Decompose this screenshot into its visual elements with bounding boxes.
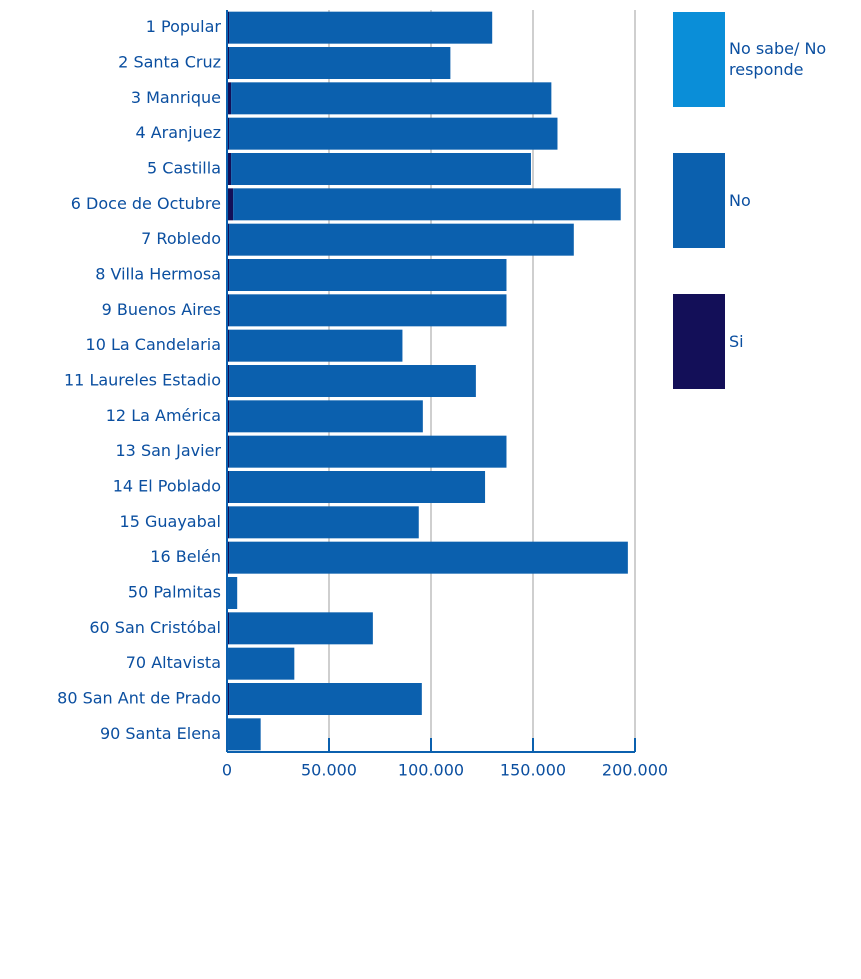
x-tick-label: 150.000: [500, 761, 566, 780]
bar-segment: [228, 647, 295, 680]
legend-label: No sabe/ No responde: [729, 39, 827, 79]
x-tick-label: 100.000: [398, 761, 464, 780]
x-tick-label: 50.000: [301, 761, 357, 780]
bar-segment: [229, 612, 373, 645]
bar-segment: [227, 223, 230, 256]
bar-segment: [227, 259, 230, 291]
bar-segment: [228, 718, 261, 751]
bar-segment: [227, 294, 230, 327]
bar-segment: [229, 259, 507, 291]
y-tick-label: 12 La América: [106, 406, 221, 425]
bar-segment: [227, 506, 230, 539]
bar-segment: [229, 117, 558, 150]
legend-label: No: [729, 190, 751, 210]
y-tick-label: 2 Santa Cruz: [118, 53, 221, 72]
y-tick-label: 4 Aranjuez: [135, 123, 221, 142]
y-tick-label: 1 Popular: [146, 17, 222, 36]
y-tick-label: 60 San Cristóbal: [89, 618, 221, 637]
y-tick-label: 8 Villa Hermosa: [95, 265, 221, 284]
y-tick-label: 70 Altavista: [126, 653, 221, 672]
bar-segment: [227, 400, 230, 433]
y-tick-label: 80 San Ant de Prado: [57, 689, 221, 708]
y-tick-label: 11 Laureles Estadio: [64, 371, 221, 390]
legend-swatch: [673, 12, 725, 107]
x-tick-label: 200.000: [602, 761, 668, 780]
y-tick-label: 15 Guayabal: [120, 512, 221, 531]
x-tick-label: 0: [222, 761, 232, 780]
bar-segment: [227, 117, 230, 150]
y-tick-label: 50 Palmitas: [128, 583, 221, 602]
bar-segment: [229, 541, 628, 574]
bar-segment: [227, 612, 230, 645]
y-tick-label: 13 San Javier: [116, 441, 222, 460]
y-tick-label: 10 La Candelaria: [86, 335, 221, 354]
bar-segment: [229, 294, 507, 327]
bar-segment: [227, 329, 230, 362]
bar-segment: [227, 11, 230, 44]
y-tick-label: 16 Belén: [150, 547, 221, 566]
bar-segment: [229, 506, 419, 539]
bar-segment: [229, 223, 574, 256]
y-tick-label: 3 Manrique: [131, 88, 221, 107]
y-tick-label: 5 Castilla: [147, 159, 221, 178]
bar-segment: [228, 577, 238, 609]
bar-segment: [227, 435, 230, 468]
bar-segment: [229, 11, 493, 44]
y-tick-label: 14 El Poblado: [113, 477, 221, 496]
y-tick-label: 6 Doce de Octubre: [71, 194, 221, 213]
bar-segment: [227, 683, 230, 715]
y-tick-label: 9 Buenos Aires: [102, 300, 221, 319]
bar-segment: [227, 82, 232, 115]
y-tick-label: 7 Robledo: [141, 229, 221, 248]
bar-segment: [229, 365, 476, 397]
bar-segment: [229, 400, 423, 433]
legend-label: Si: [729, 331, 744, 351]
bar-segment: [229, 329, 403, 362]
legend-swatch: [673, 153, 725, 248]
bar-segment: [231, 153, 531, 185]
bar-segment: [233, 188, 621, 221]
bar-segment: [227, 471, 230, 503]
bar-segment: [231, 82, 552, 115]
bar-segment: [229, 683, 422, 715]
bar-segment: [227, 541, 230, 574]
bar-segment: [227, 365, 230, 397]
bar-segment: [227, 47, 230, 79]
legend-swatch: [673, 294, 725, 389]
y-tick-label: 90 Santa Elena: [100, 724, 221, 743]
bar-segment: [227, 153, 232, 185]
bar-segment: [229, 435, 507, 468]
bar-segment: [227, 188, 234, 221]
bar-segment: [229, 471, 486, 503]
bar-segment: [229, 47, 451, 79]
